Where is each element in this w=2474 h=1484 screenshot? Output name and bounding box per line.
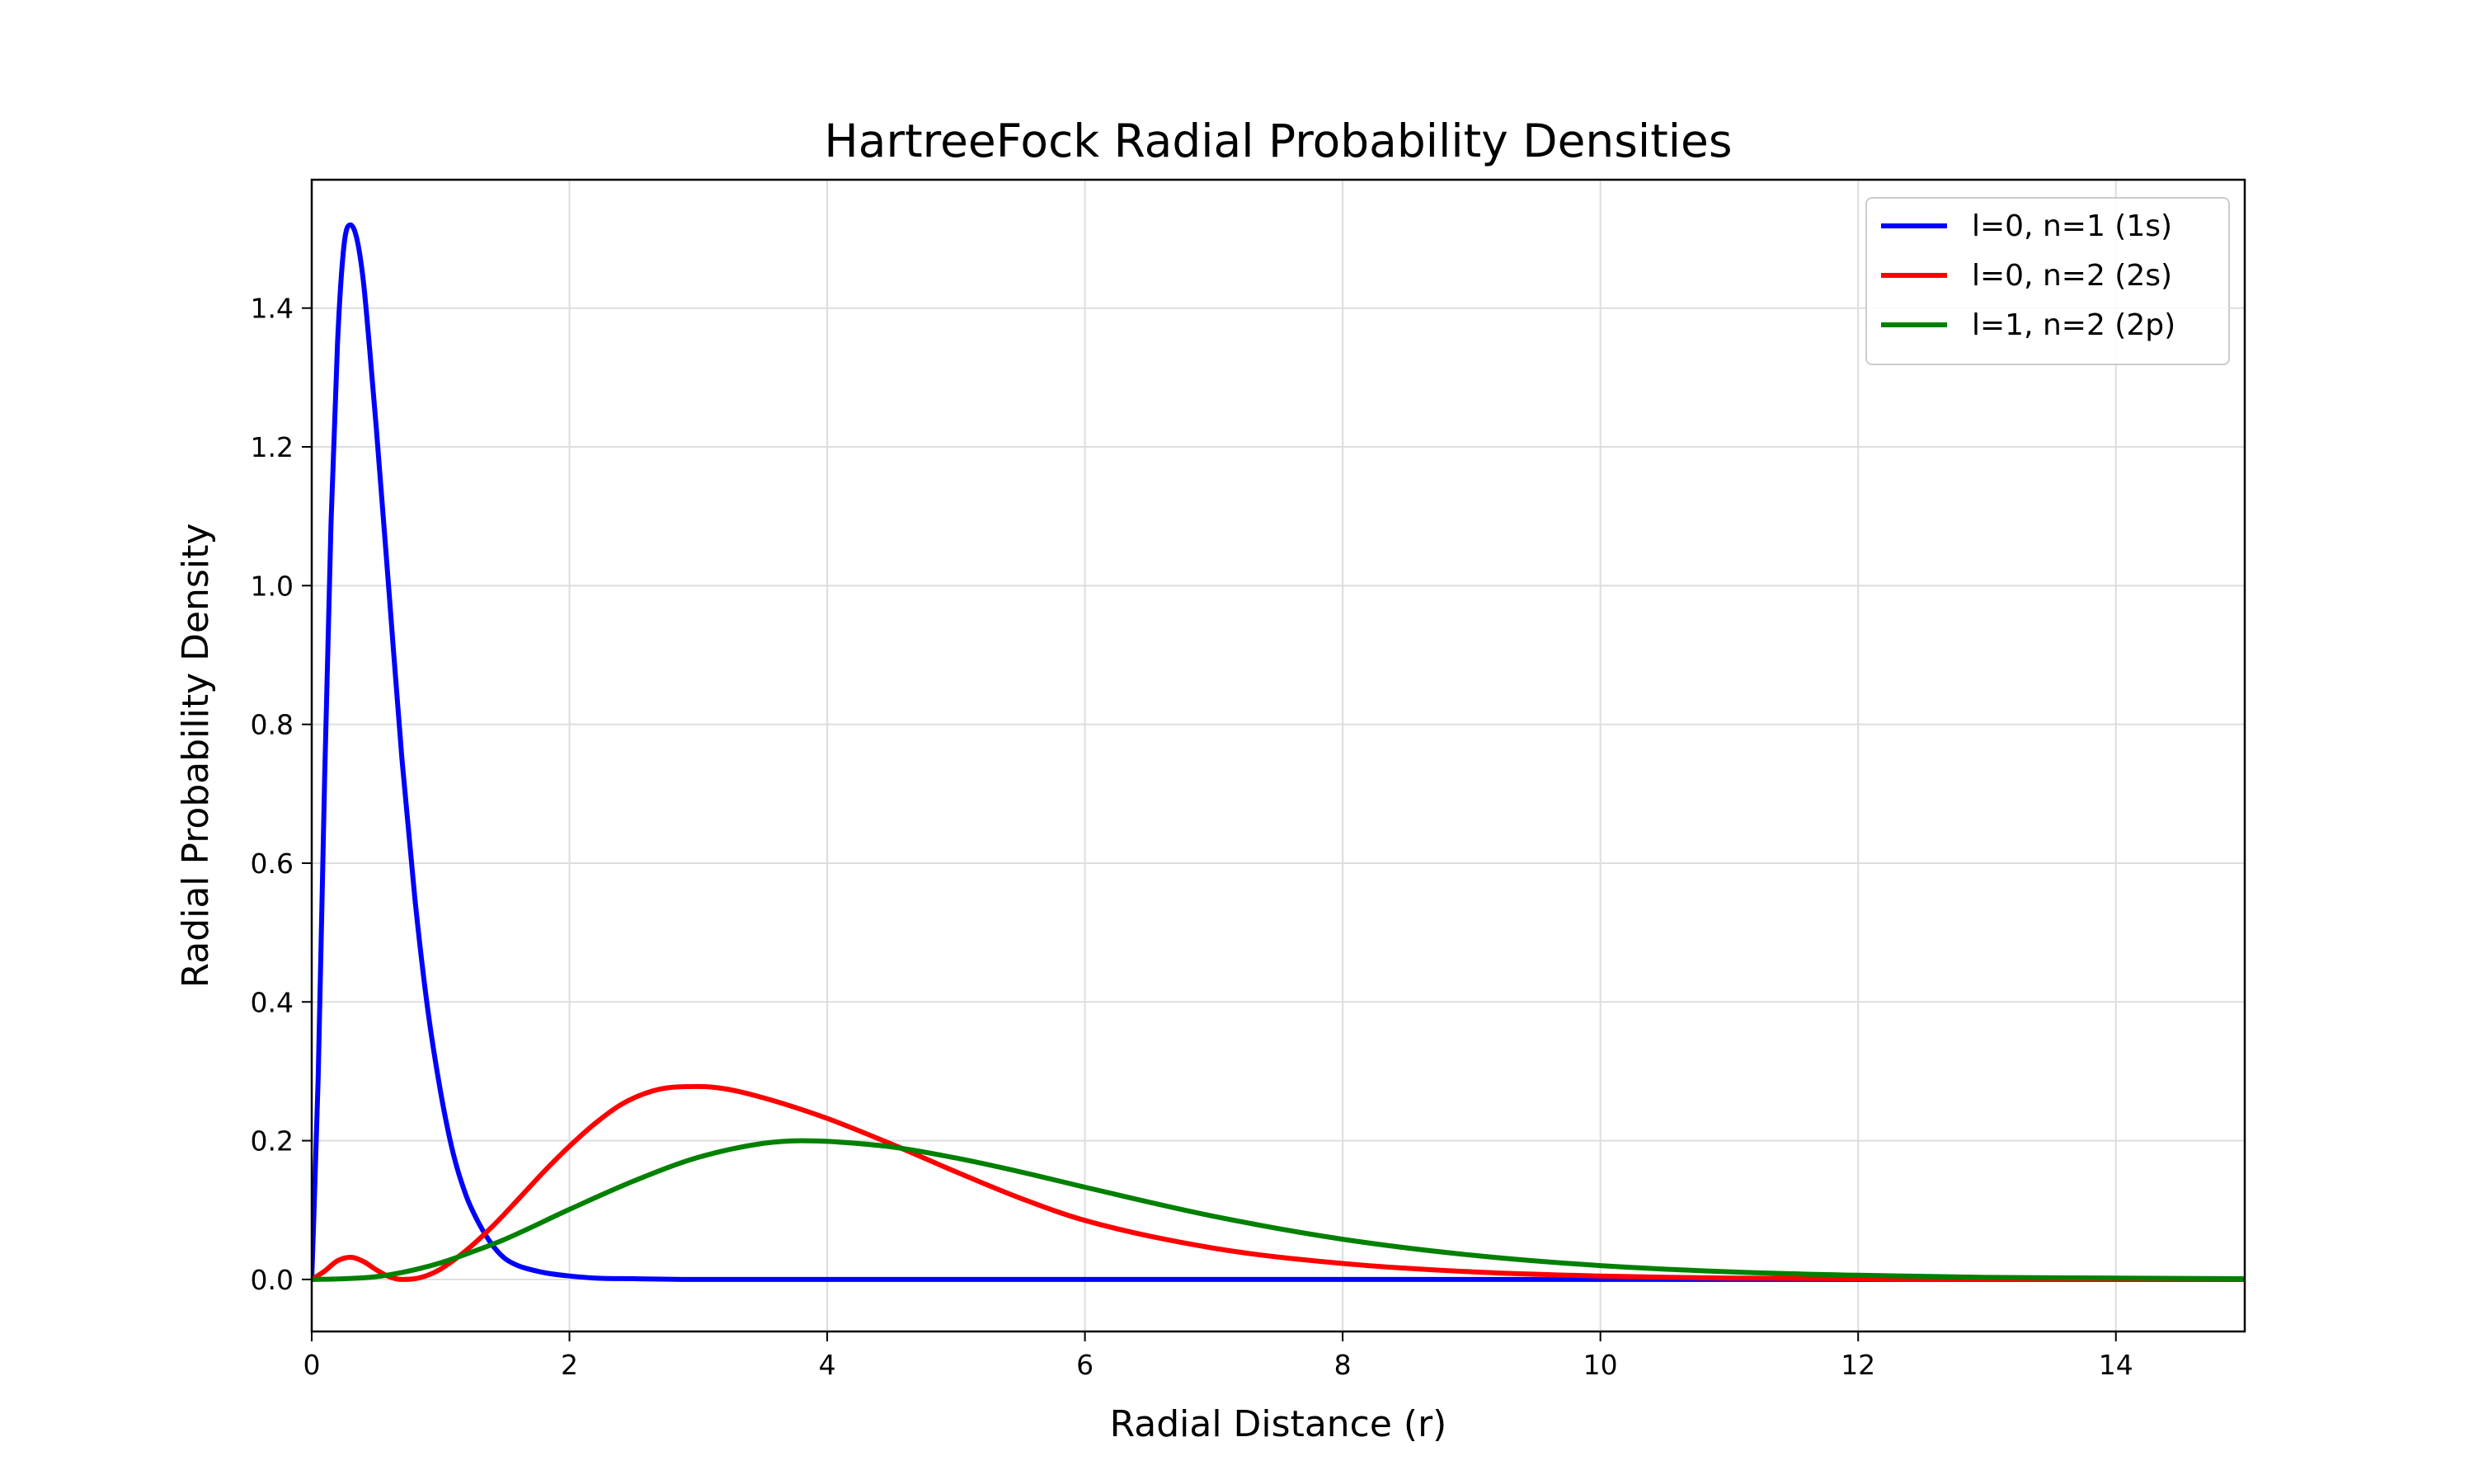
plot-frame bbox=[310, 178, 2246, 1333]
series-line-0 bbox=[312, 222, 2245, 1282]
x-tick-label: 12 bbox=[1841, 1349, 1875, 1381]
x-tick-label: 10 bbox=[1583, 1349, 1618, 1381]
y-tick-label: 0.2 bbox=[251, 1125, 294, 1158]
chart-title: HartreeFock Radial Probability Densities bbox=[824, 115, 1732, 167]
y-tick-label: 0.8 bbox=[251, 709, 294, 741]
series-layer bbox=[312, 222, 2245, 1282]
y-tick-label: 0.4 bbox=[251, 986, 294, 1018]
x-tick-label: 4 bbox=[819, 1349, 836, 1381]
x-tick-label: 14 bbox=[2099, 1349, 2133, 1381]
legend-box bbox=[1865, 197, 2230, 365]
y-tick-label: 0.6 bbox=[251, 848, 294, 880]
x-axis-label: Radial Distance (r) bbox=[1110, 1403, 1447, 1445]
y-axis-label: Radial Probability Density bbox=[175, 524, 217, 989]
x-tick-label: 0 bbox=[303, 1349, 321, 1381]
x-tick-label: 6 bbox=[1076, 1349, 1094, 1381]
series-line-1 bbox=[312, 1083, 2245, 1282]
x-axis: 0 2 4 6 8 10 12 14 bbox=[303, 1331, 2133, 1381]
legend: l=0, n=1 (1s) l=0, n=2 (2s) l=1, n=2 (2p) bbox=[1865, 197, 2230, 365]
x-tick-label: 2 bbox=[561, 1349, 578, 1381]
legend-label: l=1, n=2 (2p) bbox=[1972, 308, 2175, 342]
legend-label: l=0, n=1 (1s) bbox=[1972, 209, 2172, 243]
y-tick-label: 1.0 bbox=[251, 570, 294, 602]
y-axis: 0.0 0.2 0.4 0.6 0.8 1.0 1.2 1.4 bbox=[251, 293, 312, 1296]
y-tick-label: 1.2 bbox=[251, 431, 294, 463]
legend-label: l=0, n=2 (2s) bbox=[1972, 259, 2172, 293]
series-line-2 bbox=[312, 1138, 2245, 1282]
grid bbox=[311, 180, 2245, 1331]
x-tick-label: 8 bbox=[1334, 1349, 1352, 1381]
y-tick-label: 1.4 bbox=[251, 293, 294, 325]
y-tick-label: 0.0 bbox=[251, 1264, 294, 1296]
